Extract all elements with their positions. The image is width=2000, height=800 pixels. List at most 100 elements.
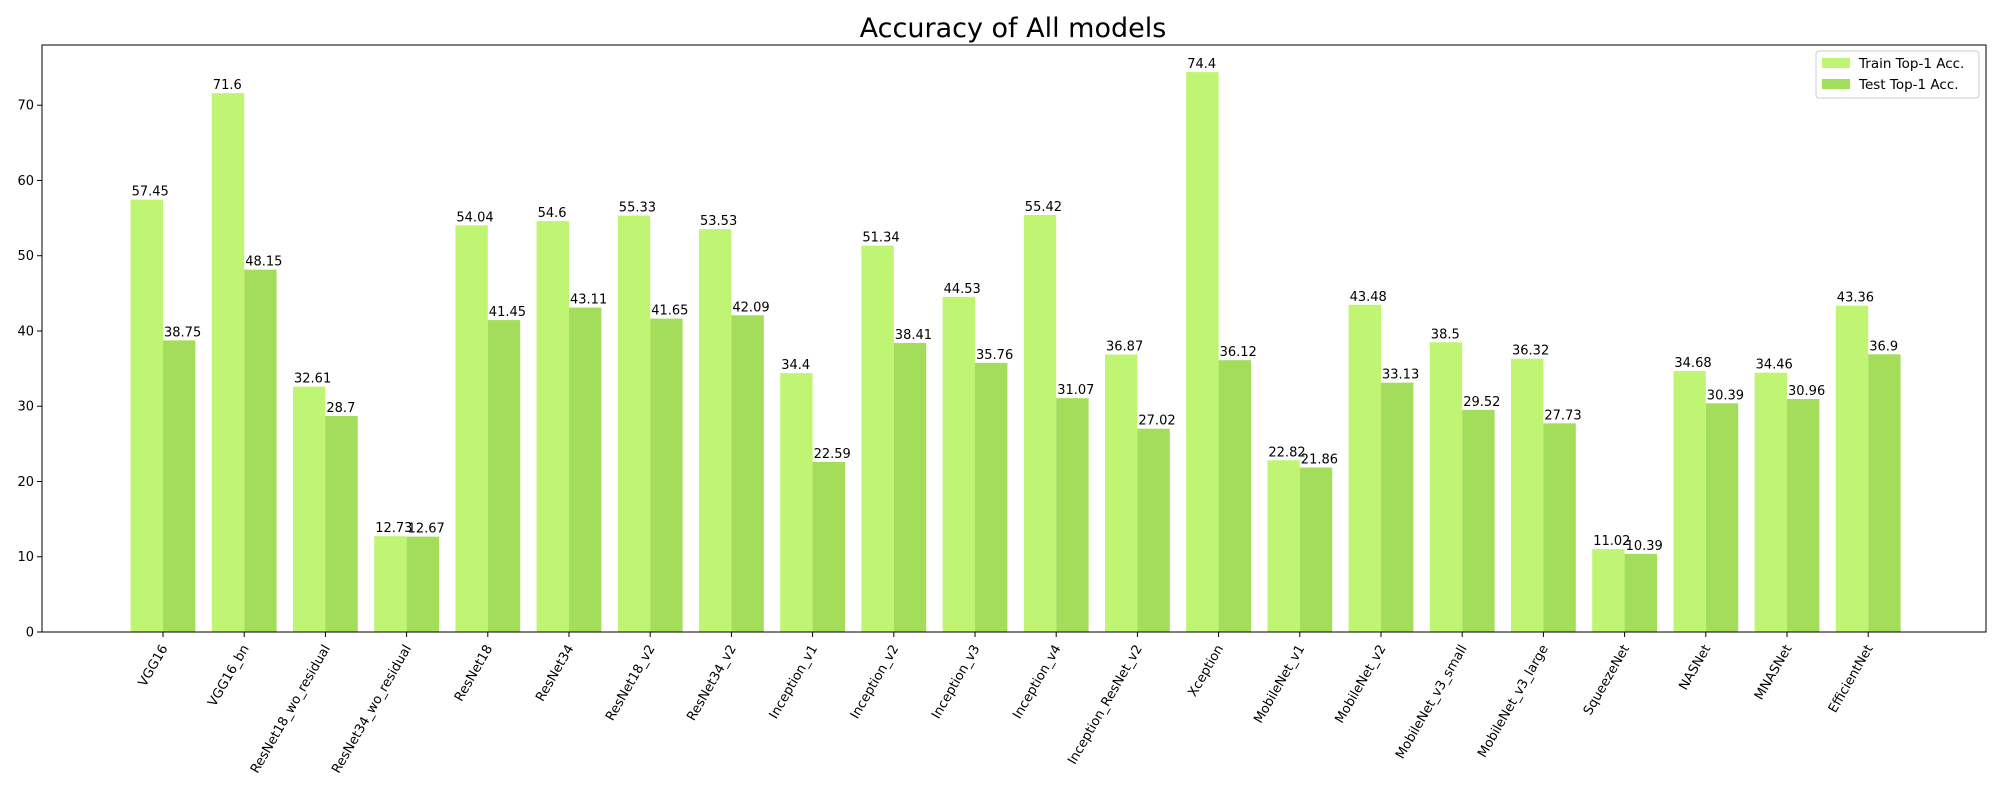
data-label-test: 42.09 [732, 300, 769, 315]
data-label-test: 21.86 [1301, 452, 1338, 467]
data-label-train: 71.6 [213, 78, 242, 93]
bar-train [536, 221, 569, 632]
x-tick-label: MobileNet_v3_small [1393, 643, 1471, 762]
bar-train [1023, 214, 1057, 632]
bar-train [1592, 549, 1625, 632]
bar-train [1673, 371, 1706, 632]
data-label-train: 57.45 [132, 185, 169, 200]
legend-swatch-test [1822, 79, 1850, 89]
y-tick-label: 60 [17, 174, 34, 189]
x-tick-label: Inception_v4 [1010, 643, 1064, 722]
data-label-test: 27.02 [1138, 414, 1175, 429]
x-tick-label: SqueezeNet [1581, 643, 1633, 718]
data-label-test: 38.75 [164, 325, 201, 340]
bar-test [812, 462, 845, 632]
plot-frame [41, 44, 1987, 633]
data-label-test: 33.13 [1382, 368, 1419, 383]
bar-train [1754, 372, 1787, 632]
bar-train [942, 296, 975, 632]
data-label-test: 43.11 [570, 293, 607, 308]
bar-test [487, 320, 521, 632]
bar-test [650, 318, 683, 632]
bar-test [1299, 467, 1333, 632]
data-label-train: 12.73 [375, 521, 412, 536]
bar-train [699, 229, 732, 632]
data-label-train: 38.5 [1431, 327, 1460, 342]
bar-test [163, 340, 196, 632]
data-label-test: 36.9 [1869, 339, 1898, 354]
x-tick-label: Xception [1185, 643, 1227, 700]
data-label-test: 48.15 [245, 255, 282, 270]
data-label-train: 36.32 [1512, 344, 1549, 359]
y-axis: 0 10 20 30 40 50 60 70 [17, 99, 42, 641]
data-label-test: 29.52 [1463, 395, 1500, 410]
bar-test [1462, 409, 1495, 632]
data-label-test: 12.67 [408, 522, 445, 537]
x-tick-label: EfficientNet [1826, 643, 1877, 716]
data-label-train: 53.53 [700, 214, 737, 229]
bar-test [1218, 360, 1251, 632]
x-tick-label: Inception_v2 [848, 643, 902, 722]
data-label-train: 11.02 [1593, 534, 1630, 549]
legend-box [1815, 50, 1980, 99]
x-tick-label: ResNet18 [452, 643, 496, 705]
x-tick-label: ResNet18_v2 [603, 643, 659, 724]
data-label-test: 27.73 [1544, 408, 1581, 423]
data-label-test: 41.65 [651, 304, 688, 319]
legend-label-test: Test Top-1 Acc. [1858, 77, 1959, 93]
data-label-train: 34.46 [1756, 358, 1793, 373]
bar-train [1105, 354, 1138, 632]
x-tick-label: MobileNet_v2 [1333, 643, 1390, 727]
x-tick-label: MobileNet_v3_large [1475, 643, 1552, 761]
data-label-train: 34.68 [1674, 356, 1711, 371]
bar-train [130, 199, 163, 632]
y-tick-label: 40 [17, 324, 34, 339]
bar-test [1624, 553, 1657, 632]
bar-test [244, 269, 277, 632]
data-label-test: 10.39 [1626, 539, 1663, 554]
bar-train [617, 215, 651, 633]
data-label-train: 22.82 [1268, 445, 1305, 460]
y-tick-label: 10 [17, 550, 34, 565]
x-tick-label: VGG16 [136, 643, 172, 690]
bar-train [1186, 72, 1219, 633]
bar-train [1429, 342, 1463, 632]
data-label-train: 43.48 [1350, 290, 1387, 305]
data-label-train: 74.4 [1187, 57, 1216, 72]
bars-layer [130, 72, 1901, 633]
bar-train [1267, 460, 1300, 632]
legend-label-train: Train Top-1 Acc. [1858, 56, 1964, 72]
data-label-test: 38.41 [895, 328, 932, 343]
bar-train [374, 536, 407, 632]
bar-test [1543, 423, 1576, 632]
x-tick-label: ResNet18_wo_residual [248, 643, 334, 777]
bar-test [1787, 399, 1820, 632]
bar-test [975, 362, 1008, 632]
x-tick-label: MNASNet [1752, 643, 1795, 703]
bar-test [406, 536, 439, 632]
x-tick-label: ResNet34_v2 [684, 643, 740, 724]
legend: Train Top-1 Acc. Test Top-1 Acc. [1815, 50, 1980, 99]
data-label-train: 44.53 [944, 282, 981, 297]
bar-test [1381, 382, 1414, 632]
data-label-test: 35.76 [976, 348, 1013, 363]
legend-swatch-train [1822, 58, 1850, 68]
bar-train [211, 93, 245, 632]
bar-train [861, 245, 894, 632]
data-label-train: 32.61 [294, 372, 331, 387]
chart-title: Accuracy of All models [860, 13, 1167, 44]
data-label-test: 31.07 [1057, 383, 1094, 398]
bar-test [569, 307, 602, 632]
data-label-test: 30.39 [1707, 388, 1744, 403]
data-labels-layer: 57.45 71.6 32.61 12.73 54.04 54.6 55.33 53.53 34… [132, 57, 1899, 554]
bar-train [1348, 304, 1381, 632]
x-tick-label: Inception_v1 [767, 643, 821, 722]
bar-test [1137, 428, 1170, 632]
x-tick-label: ResNet34_wo_residual [329, 643, 415, 777]
y-tick-label: 50 [17, 249, 34, 264]
bar-train [1835, 305, 1869, 632]
x-tick-label: NASNet [1676, 643, 1714, 694]
bar-test [731, 315, 764, 632]
bar-train [293, 386, 326, 632]
